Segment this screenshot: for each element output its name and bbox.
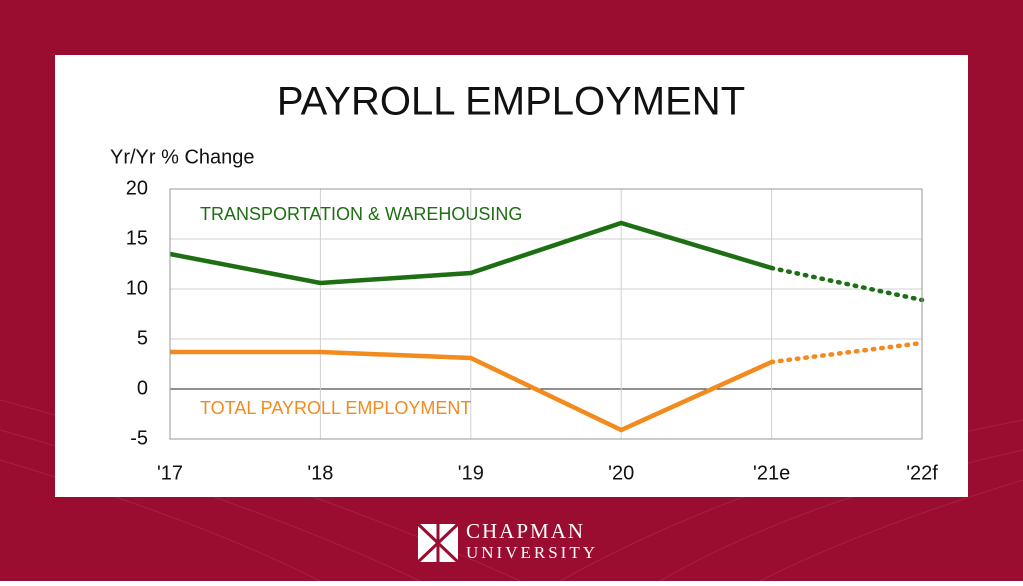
y-axis-label: Yr/Yr % Change [110, 146, 255, 168]
y-tick-label: 15 [126, 227, 148, 249]
logo-text: CHAPMAN [466, 519, 585, 543]
chart-title: PAYROLL EMPLOYMENT [277, 80, 745, 124]
y-tick-label: 20 [126, 177, 148, 199]
x-tick-label: '20 [608, 462, 634, 484]
x-tick-label: '18 [307, 462, 333, 484]
plot-frame [169, 188, 923, 440]
logo-text: UNIVERSITY [466, 543, 598, 562]
series-line [170, 349, 773, 433]
series-label: TOTAL PAYROLL EMPLOYMENT [200, 398, 471, 418]
y-tick-label: 0 [137, 377, 148, 399]
y-tick-label: 10 [126, 277, 148, 299]
y-tick-label: -5 [130, 427, 148, 449]
logo: CHAPMAN UNIVERSITY [416, 519, 598, 564]
x-tick-label: '21e [753, 462, 790, 484]
y-tick-label: 5 [137, 327, 148, 349]
forecast-line [769, 340, 925, 365]
x-tick-label: '22f [906, 462, 938, 484]
x-tick-label: '19 [458, 462, 484, 484]
series-label: TRANSPORTATION & WAREHOUSING [200, 204, 522, 224]
series-line [169, 220, 773, 286]
forecast-line [769, 265, 925, 303]
logo-mark-lines [416, 522, 460, 564]
x-tick-label: '17 [157, 462, 183, 484]
